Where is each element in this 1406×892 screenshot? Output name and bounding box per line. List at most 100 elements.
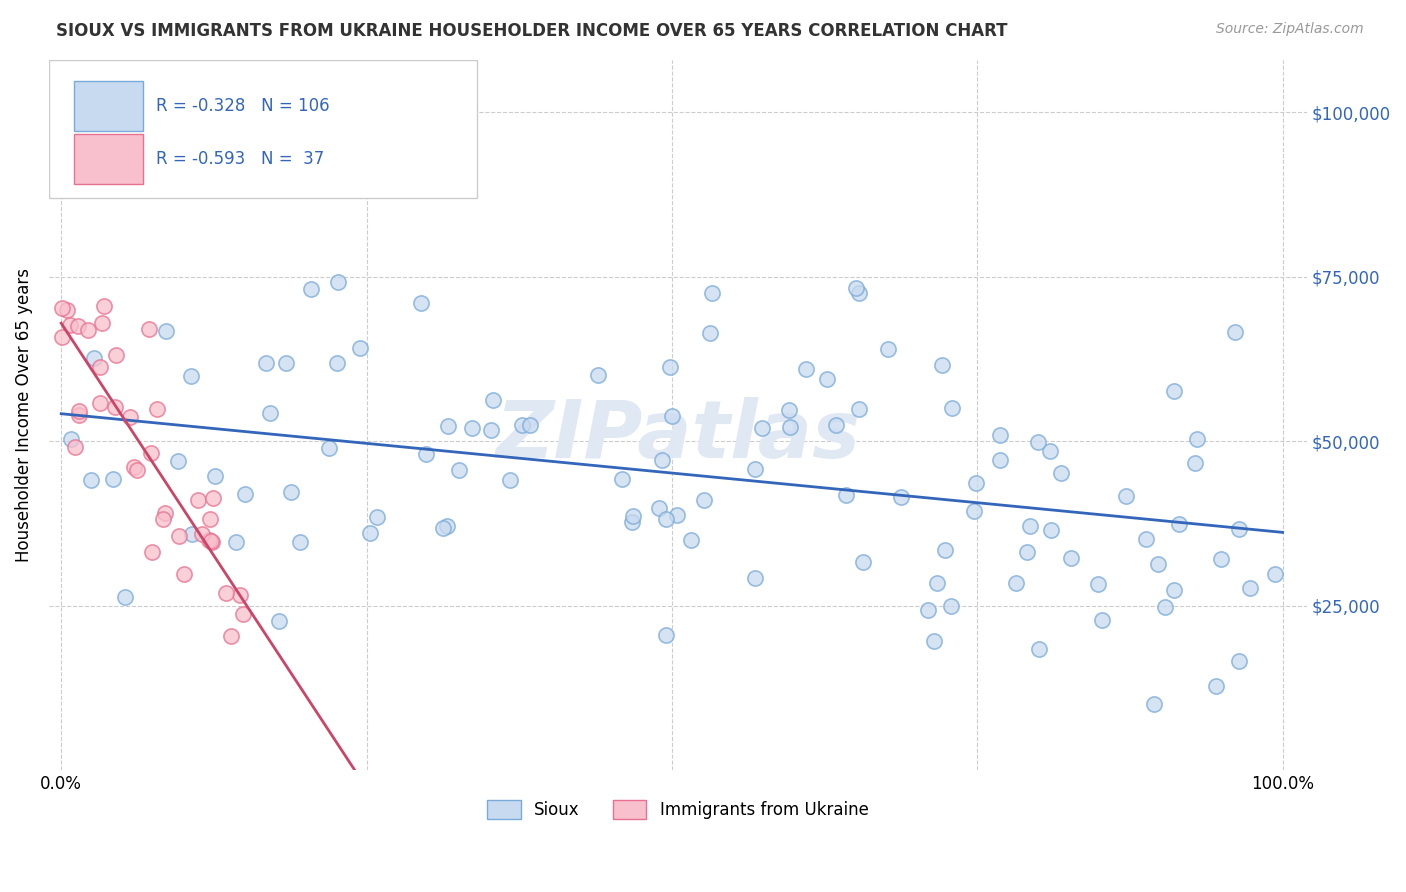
Point [510, 417, 533, 432]
Point [280, 485, 302, 500]
Point [233, 486, 256, 500]
Point [890, 490, 912, 504]
Text: Source: ZipAtlas.com: Source: ZipAtlas.com [1216, 22, 1364, 37]
Point [267, 614, 290, 628]
Text: ZIPatlas: ZIPatlas [495, 397, 860, 475]
Point [204, 469, 226, 483]
Point [815, 372, 838, 386]
Point [90, 317, 112, 331]
Point [917, 603, 939, 617]
Point [89, 359, 111, 374]
Point [648, 500, 671, 515]
FancyBboxPatch shape [75, 134, 143, 184]
Point [848, 285, 870, 300]
Point [254, 356, 277, 370]
Point [1227, 522, 1250, 536]
Point [519, 417, 541, 432]
Point [198, 512, 221, 526]
Point [67, 319, 90, 334]
Point [104, 400, 127, 414]
FancyBboxPatch shape [75, 81, 143, 130]
Point [274, 355, 297, 369]
Point [744, 571, 766, 585]
Point [665, 508, 688, 522]
Point [460, 420, 482, 434]
Point [122, 459, 145, 474]
Point [153, 506, 176, 520]
Point [180, 369, 202, 384]
Point [963, 504, 986, 518]
Point [1039, 524, 1062, 538]
Point [1225, 326, 1247, 340]
Point [482, 393, 505, 408]
Point [612, 472, 634, 486]
Point [1229, 655, 1251, 669]
Point [103, 472, 125, 486]
Point [169, 529, 191, 543]
Point [139, 445, 162, 459]
Point [436, 419, 458, 434]
Point [60, 432, 83, 446]
Point [318, 442, 340, 456]
Point [155, 324, 177, 338]
Point [922, 634, 945, 648]
Point [1087, 577, 1109, 591]
Point [201, 491, 224, 505]
Point [83, 351, 105, 365]
Point [436, 519, 458, 533]
Point [80, 473, 103, 487]
Point [366, 510, 388, 524]
Point [89, 396, 111, 410]
Point [988, 452, 1011, 467]
Text: R = -0.328   N = 106: R = -0.328 N = 106 [156, 96, 329, 115]
Point [824, 417, 846, 432]
Point [934, 543, 956, 558]
Point [1018, 519, 1040, 533]
Point [120, 410, 142, 425]
Point [173, 566, 195, 581]
Point [104, 348, 127, 362]
Point [432, 521, 454, 535]
Point [779, 419, 801, 434]
Point [659, 360, 682, 375]
Point [681, 533, 703, 548]
Point [655, 511, 678, 525]
Point [221, 629, 243, 643]
Y-axis label: Householder Income Over 65 years: Householder Income Over 65 years [15, 268, 32, 562]
Point [702, 285, 724, 300]
Point [848, 401, 870, 416]
Point [1205, 679, 1227, 693]
Text: R = -0.593   N =  37: R = -0.593 N = 37 [156, 150, 325, 168]
Point [988, 427, 1011, 442]
Point [125, 463, 148, 477]
Point [931, 359, 953, 373]
Point [415, 447, 437, 461]
Text: SIOUX VS IMMIGRANTS FROM UKRAINE HOUSEHOLDER INCOME OVER 65 YEARS CORRELATION CH: SIOUX VS IMMIGRANTS FROM UKRAINE HOUSEHO… [56, 22, 1008, 40]
Point [1039, 444, 1062, 458]
Point [621, 509, 644, 524]
Point [1184, 456, 1206, 470]
Point [835, 488, 858, 502]
Point [187, 493, 209, 508]
Point [225, 535, 247, 549]
Point [744, 462, 766, 476]
Point [778, 402, 800, 417]
Point [655, 628, 678, 642]
Point [167, 454, 190, 468]
Legend: Sioux, Immigrants from Ukraine: Sioux, Immigrants from Ukraine [481, 793, 876, 826]
Point [661, 409, 683, 423]
Point [1115, 489, 1137, 503]
Point [56, 302, 79, 317]
Point [1185, 432, 1208, 446]
Point [51, 330, 73, 344]
Point [1163, 583, 1185, 598]
Point [1264, 566, 1286, 581]
Point [181, 527, 204, 541]
Point [191, 527, 214, 541]
Point [93, 299, 115, 313]
Point [751, 421, 773, 435]
Point [1167, 517, 1189, 532]
Point [146, 401, 169, 416]
Point [67, 409, 90, 423]
Point [141, 545, 163, 559]
